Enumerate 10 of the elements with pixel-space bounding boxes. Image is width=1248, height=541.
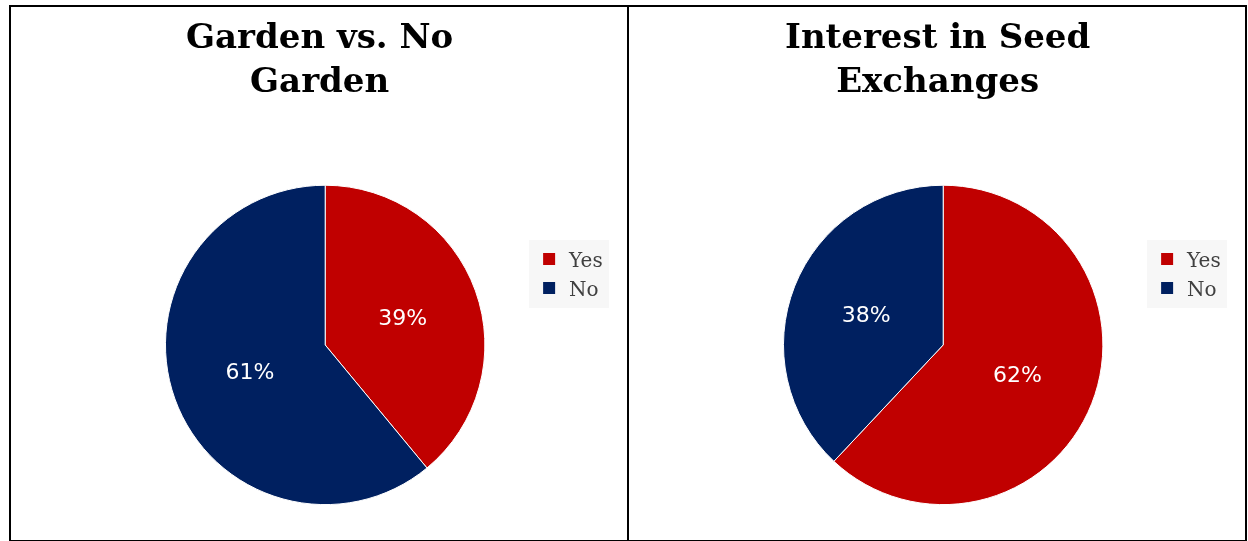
data-label: 38% — [841, 301, 891, 327]
chart-title: Interest in Seed Exchanges — [785, 16, 1091, 101]
legend-label: No — [569, 276, 599, 301]
legend-label: Yes — [568, 247, 603, 272]
data-label: 62% — [992, 361, 1042, 387]
legend-label: No — [1187, 276, 1217, 301]
chart-title: Garden vs. No Garden — [186, 16, 454, 101]
legend-label: Yes — [1186, 247, 1221, 272]
data-label: 61% — [225, 359, 275, 385]
data-label: 39% — [378, 304, 428, 330]
